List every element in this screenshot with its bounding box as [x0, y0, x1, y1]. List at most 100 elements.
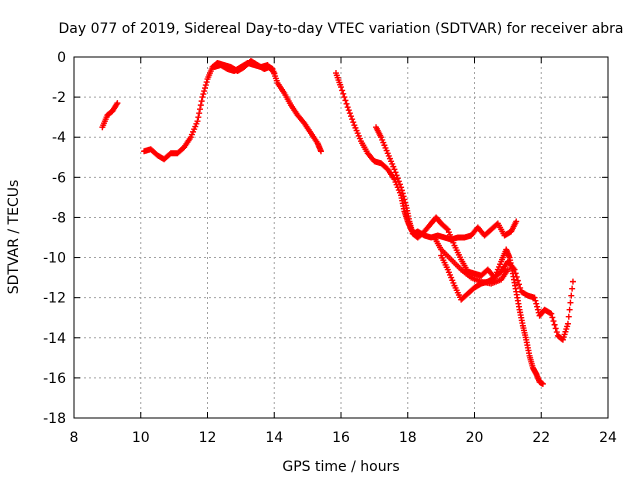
data-point — [396, 181, 403, 188]
x-tick-label: 18 — [399, 430, 417, 446]
x-tick-label: 20 — [466, 430, 484, 446]
data-point — [514, 277, 521, 284]
data-point — [532, 297, 539, 304]
data-point — [564, 320, 571, 327]
data-point — [565, 313, 572, 320]
data-point — [399, 190, 406, 197]
data-point — [349, 116, 356, 123]
data-point — [568, 292, 575, 299]
series-arc-g — [431, 234, 511, 287]
y-tick-label: -18 — [43, 411, 66, 427]
data-point — [350, 119, 357, 126]
y-tick-label: -2 — [52, 90, 66, 106]
data-point — [196, 106, 203, 113]
data-point — [199, 94, 206, 101]
data-point — [517, 284, 524, 291]
data-point — [202, 82, 209, 89]
data-point — [393, 172, 400, 179]
y-tick-label: -10 — [43, 251, 66, 267]
data-point — [346, 110, 353, 117]
series-arc-e — [373, 124, 546, 387]
data-point — [394, 175, 401, 182]
y-tick-labels: 0 -2 -4 -6 -8 -10 -12 -14 -16 -18 — [43, 50, 66, 427]
data-point — [549, 314, 556, 321]
y-tick-label: -8 — [52, 210, 66, 226]
data-point — [400, 193, 407, 200]
data-point — [339, 87, 346, 94]
y-tick-label: -6 — [52, 170, 66, 186]
data-point — [338, 84, 344, 91]
x-tick-labels: 8 10 12 14 16 18 20 22 24 — [70, 430, 617, 446]
data-point — [551, 321, 558, 328]
data-point — [539, 380, 546, 387]
x-tick-label: 22 — [532, 430, 550, 446]
data-point — [531, 294, 538, 301]
data-point — [196, 110, 203, 117]
data-point — [552, 325, 559, 332]
data-point — [200, 91, 207, 98]
grid-lines — [74, 57, 608, 418]
data-point — [550, 318, 557, 325]
data-point — [395, 178, 402, 185]
data-point — [513, 218, 520, 225]
data-point — [398, 187, 405, 194]
y-tick-label: -4 — [52, 130, 66, 146]
y-axis-title: SDTVAR / TECUs — [6, 180, 22, 295]
data-point — [511, 266, 518, 273]
data-point — [345, 107, 352, 114]
data-point — [194, 118, 201, 125]
data-point — [343, 100, 350, 107]
data-point — [534, 306, 541, 313]
data-point — [553, 329, 560, 336]
series-arc-d — [332, 70, 520, 243]
series-arc-a — [99, 100, 121, 131]
data-point — [533, 300, 540, 307]
data-point — [512, 270, 519, 277]
data-point — [198, 98, 205, 105]
data-point — [344, 104, 351, 111]
data-point — [342, 97, 349, 104]
y-tick-label: 0 — [57, 50, 66, 66]
data-point — [197, 102, 204, 109]
data-point — [504, 266, 511, 273]
data-point — [516, 281, 522, 288]
data-point — [513, 273, 520, 280]
x-tick-label: 12 — [199, 430, 217, 446]
data-point — [569, 285, 576, 292]
data-point — [569, 278, 576, 285]
x-tick-label: 8 — [70, 430, 79, 446]
series-arc-c — [211, 60, 278, 77]
data-point — [567, 299, 574, 306]
data-point — [534, 303, 541, 310]
data-point — [548, 310, 555, 317]
chart-title: Day 077 of 2019, Sidereal Day-to-day VTE… — [58, 21, 623, 37]
data-point — [340, 90, 347, 97]
data-point — [443, 225, 450, 232]
data-point — [203, 79, 210, 86]
data-point — [195, 114, 202, 121]
data-point — [348, 113, 355, 120]
data-point — [398, 184, 405, 191]
data-series — [99, 58, 576, 387]
data-point — [271, 70, 278, 77]
x-tick-label: 24 — [599, 430, 617, 446]
data-point — [391, 166, 398, 173]
x-tick-label: 16 — [332, 430, 350, 446]
data-point — [566, 306, 573, 313]
data-point — [341, 94, 348, 101]
y-tick-label: -12 — [43, 291, 66, 307]
y-tick-label: -14 — [43, 331, 66, 347]
x-tick-label: 14 — [265, 430, 283, 446]
data-point — [401, 196, 408, 203]
data-point — [392, 169, 399, 176]
x-axis-title: GPS time / hours — [282, 459, 399, 475]
data-point — [201, 88, 208, 95]
axis-ticks — [73, 56, 609, 419]
data-point — [201, 85, 208, 92]
y-tick-label: -16 — [43, 371, 66, 387]
data-point — [114, 100, 121, 107]
data-point — [317, 148, 324, 155]
x-tick-label: 10 — [132, 430, 150, 446]
data-point — [402, 199, 409, 206]
